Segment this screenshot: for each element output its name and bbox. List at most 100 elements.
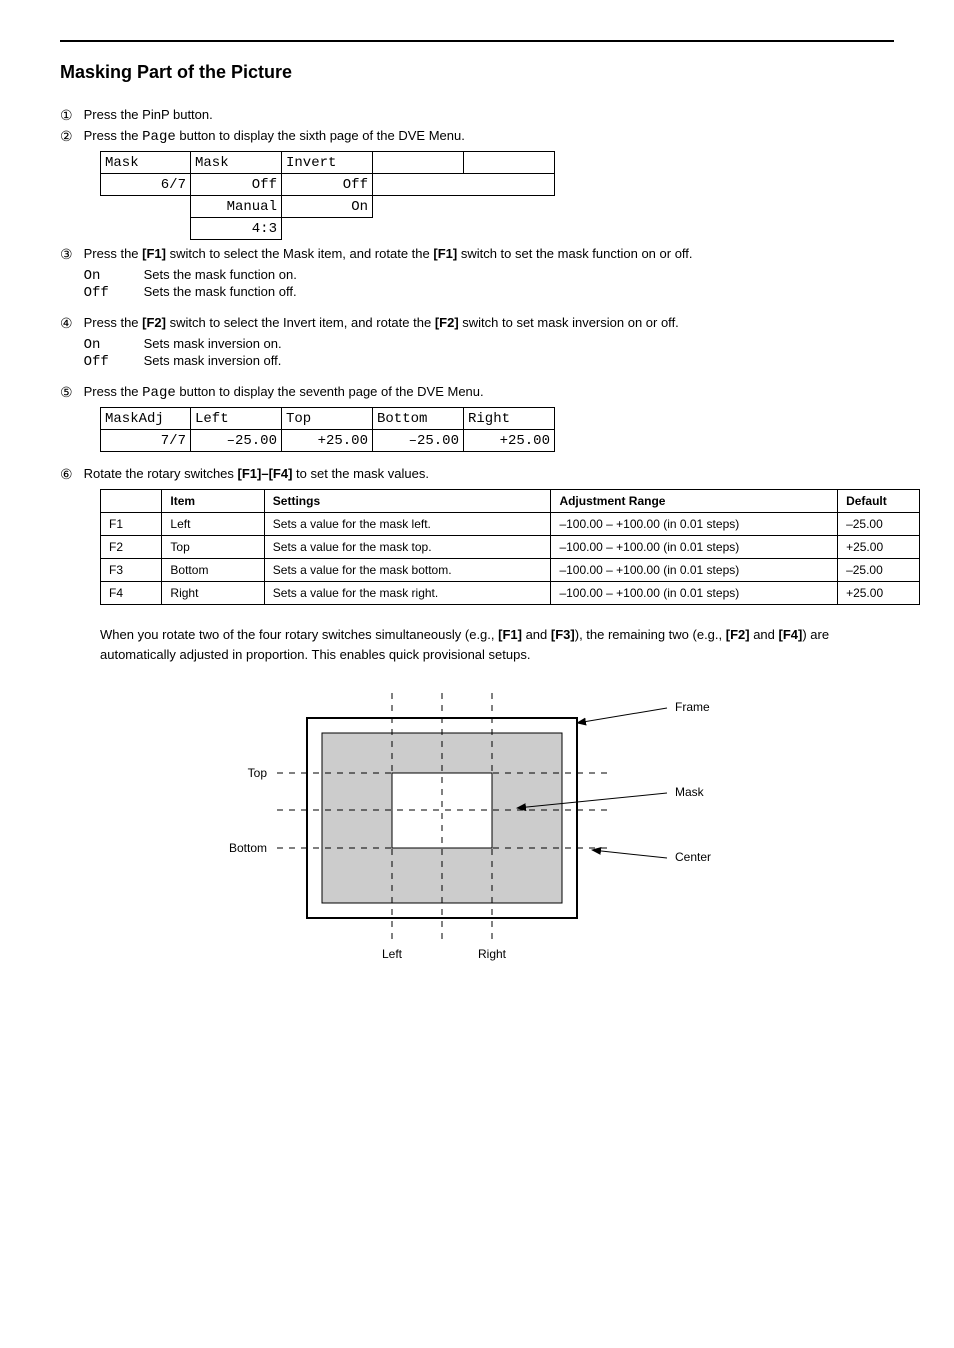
step-2: ② Press the Page button to display the s… bbox=[60, 128, 894, 145]
lcd6-r3c2: Manual bbox=[191, 196, 282, 218]
lcd6-r1c2: Mask bbox=[191, 152, 282, 174]
step-2-text: Press the Page button to display the six… bbox=[84, 128, 894, 145]
lcd6-r2c5 bbox=[464, 174, 555, 196]
lcd6-r4c1 bbox=[101, 218, 191, 240]
n-g: and bbox=[750, 627, 779, 642]
s4-off-desc: Sets mask inversion off. bbox=[144, 353, 282, 368]
s4-f2: [F2] bbox=[142, 315, 166, 330]
spec-r3c2: Sets a value for the mask right. bbox=[264, 582, 551, 605]
lcd7-r2c1: 7/7 bbox=[101, 430, 191, 452]
spec-h4: Default bbox=[838, 490, 920, 513]
lcd7-r1c1: MaskAdj bbox=[101, 408, 191, 430]
s5-btn: Page bbox=[142, 385, 176, 401]
lcd-7-7: MaskAdj Left Top Bottom Right 7/7 –25.00… bbox=[100, 407, 555, 452]
step-6-note: When you rotate two of the four rotary s… bbox=[100, 625, 894, 664]
spec-r2c3: –100.00 – +100.00 (in 0.01 steps) bbox=[551, 559, 838, 582]
lcd6-r4c4 bbox=[373, 218, 464, 240]
step-6: ⑥ Rotate the rotary switches [F1]–[F4] t… bbox=[60, 466, 894, 483]
spec-h0 bbox=[101, 490, 162, 513]
s6b: to set the mask values. bbox=[292, 466, 429, 481]
step-3-num: ③ bbox=[60, 246, 80, 263]
lcd6-r1c3: Invert bbox=[282, 152, 373, 174]
s3-on: On bbox=[84, 268, 144, 284]
spec-r0c3: –100.00 – +100.00 (in 0.01 steps) bbox=[551, 513, 838, 536]
lcd7-r2c3: +25.00 bbox=[282, 430, 373, 452]
axis-bottom: Bottom bbox=[229, 841, 267, 855]
s6a: Rotate the rotary switches bbox=[84, 466, 238, 481]
table-row: F3 Bottom Sets a value for the mask bott… bbox=[101, 559, 920, 582]
step-6-num: ⑥ bbox=[60, 466, 80, 483]
spec-r2c2: Sets a value for the mask bottom. bbox=[264, 559, 551, 582]
top-rule bbox=[60, 40, 894, 42]
s3-off-desc: Sets the mask function off. bbox=[144, 284, 297, 299]
table-row: F1 Left Sets a value for the mask left. … bbox=[101, 513, 920, 536]
lcd7-r1c3: Top bbox=[282, 408, 373, 430]
s4-off: Off bbox=[84, 354, 144, 370]
n-f3: [F3] bbox=[551, 627, 575, 642]
lcd6-r4c2: 4:3 bbox=[191, 218, 282, 240]
lcd6-r3c1 bbox=[101, 196, 191, 218]
lcd6-r3c5 bbox=[464, 196, 555, 218]
s4b: switch to select the Invert item, and ro… bbox=[166, 315, 435, 330]
spec-r1c2: Sets a value for the mask top. bbox=[264, 536, 551, 559]
lcd-6-7: Mask Mask Invert 6/7 Off Off Manual On 4… bbox=[100, 151, 555, 240]
inner-window bbox=[392, 773, 492, 848]
s5b: button to display the seventh page of th… bbox=[176, 384, 484, 399]
spec-r0c2: Sets a value for the mask left. bbox=[264, 513, 551, 536]
lcd7-r1c5: Right bbox=[464, 408, 555, 430]
step-5-text: Press the Page button to display the sev… bbox=[84, 384, 894, 401]
spec-r3c0: F4 bbox=[101, 582, 162, 605]
spec-r2c0: F3 bbox=[101, 559, 162, 582]
lcd6-r3c4 bbox=[373, 196, 464, 218]
axis-left: Left bbox=[382, 947, 403, 961]
lcd6-r1c5 bbox=[464, 152, 555, 174]
s4-on-desc: Sets mask inversion on. bbox=[144, 336, 282, 351]
s6-sws: [F1]–[F4] bbox=[238, 466, 293, 481]
spec-r2c4: –25.00 bbox=[838, 559, 920, 582]
mask-diagram-svg: Left Right Top Bottom Frame Mask Center bbox=[197, 678, 757, 968]
step-5: ⑤ Press the Page button to display the s… bbox=[60, 384, 894, 401]
lcd7-r1c2: Left bbox=[191, 408, 282, 430]
spec-r3c4: +25.00 bbox=[838, 582, 920, 605]
axis-top: Top bbox=[248, 766, 268, 780]
step-4: ④ Press the [F2] switch to select the In… bbox=[60, 315, 894, 370]
s2-btn: Page bbox=[142, 129, 176, 145]
spec-table: Item Settings Adjustment Range Default F… bbox=[100, 489, 920, 605]
lcd6-r1c1: Mask bbox=[101, 152, 191, 174]
step-1-text: Press the PinP button. bbox=[84, 107, 894, 122]
s3-f1: [F1] bbox=[142, 246, 166, 261]
s4a: Press the bbox=[84, 315, 143, 330]
spec-r1c4: +25.00 bbox=[838, 536, 920, 559]
s4-on: On bbox=[84, 337, 144, 353]
step-4-text: Press the [F2] switch to select the Inve… bbox=[84, 315, 894, 370]
spec-r0c4: –25.00 bbox=[838, 513, 920, 536]
spec-r1c3: –100.00 – +100.00 (in 0.01 steps) bbox=[551, 536, 838, 559]
spec-r0c1: Left bbox=[162, 513, 264, 536]
mask-diagram: Left Right Top Bottom Frame Mask Center bbox=[60, 678, 894, 968]
table-row: F2 Top Sets a value for the mask top. –1… bbox=[101, 536, 920, 559]
label-center: Center bbox=[675, 850, 711, 864]
table-row: F4 Right Sets a value for the mask right… bbox=[101, 582, 920, 605]
spec-h3: Adjustment Range bbox=[551, 490, 838, 513]
arrow-center bbox=[592, 850, 667, 858]
lcd6-r2c1: 6/7 bbox=[101, 174, 191, 196]
spec-r3c3: –100.00 – +100.00 (in 0.01 steps) bbox=[551, 582, 838, 605]
lcd6-r4c3 bbox=[282, 218, 373, 240]
spec-r2c1: Bottom bbox=[162, 559, 264, 582]
step-6-text: Rotate the rotary switches [F1]–[F4] to … bbox=[84, 466, 894, 481]
lcd7-r2c5: +25.00 bbox=[464, 430, 555, 452]
s3b: switch to select the Mask item, and rota… bbox=[166, 246, 433, 261]
s3c: switch to set the mask function on or of… bbox=[457, 246, 692, 261]
lcd6-r2c2: Off bbox=[191, 174, 282, 196]
lcd7-r1c4: Bottom bbox=[373, 408, 464, 430]
step-1: ① Press the PinP button. bbox=[60, 107, 894, 124]
s4c: switch to set mask inversion on or off. bbox=[459, 315, 679, 330]
arrow-frame bbox=[577, 708, 667, 723]
lcd7-r2c4: –25.00 bbox=[373, 430, 464, 452]
s5a: Press the bbox=[84, 384, 143, 399]
step-5-num: ⑤ bbox=[60, 384, 80, 401]
axis-right: Right bbox=[478, 947, 507, 961]
lcd6-r1c4 bbox=[373, 152, 464, 174]
s4-sw: [F2] bbox=[435, 315, 459, 330]
step-2-num: ② bbox=[60, 128, 80, 145]
